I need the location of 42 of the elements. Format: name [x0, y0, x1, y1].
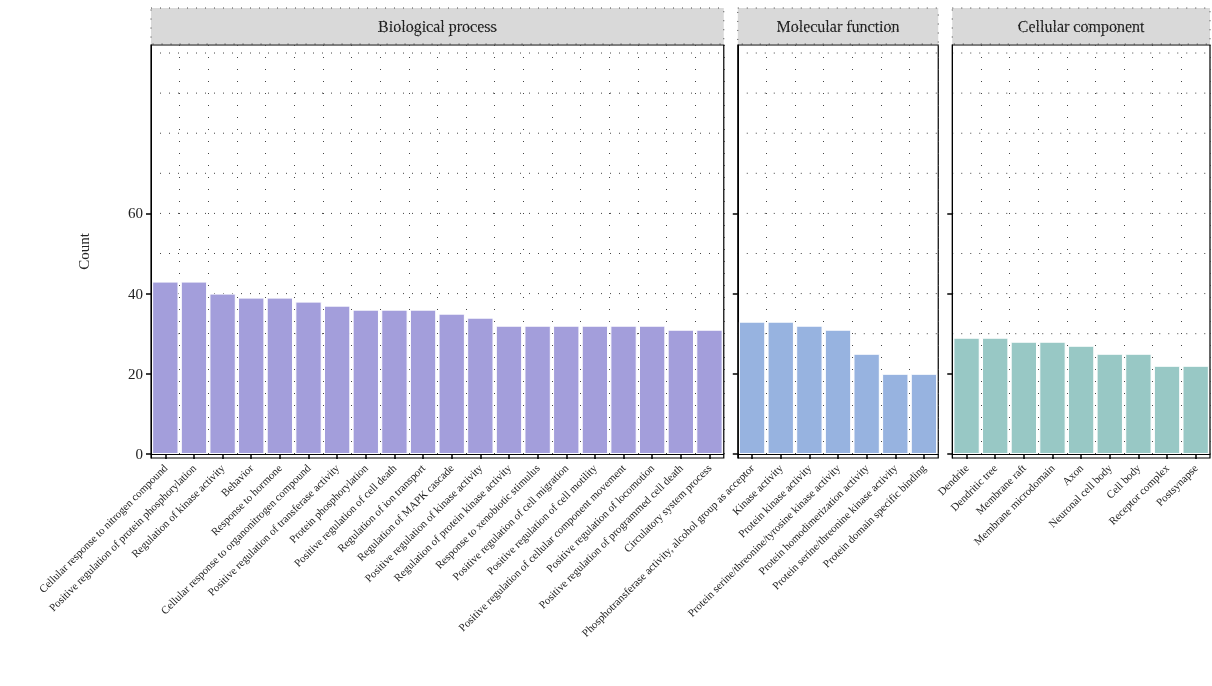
chart-title: Biological process	[378, 17, 497, 36]
y-tick-label: 60	[128, 205, 143, 222]
bar	[824, 329, 852, 454]
bar	[696, 329, 723, 454]
bar	[381, 309, 408, 454]
chart-title: Molecular function	[776, 17, 900, 35]
bar	[910, 373, 938, 454]
bar	[438, 313, 465, 454]
bar	[1067, 345, 1095, 454]
y-tick-label: 20	[128, 365, 143, 382]
bar	[982, 337, 1009, 454]
bar	[796, 325, 823, 454]
bar	[882, 373, 909, 454]
bar	[1182, 365, 1209, 454]
bar	[266, 297, 294, 454]
y-axis-title: Count	[75, 232, 92, 270]
bar	[524, 325, 551, 454]
bar	[738, 321, 766, 454]
bar	[495, 325, 523, 454]
bar	[581, 325, 609, 454]
bar	[152, 281, 179, 454]
bar	[323, 305, 351, 454]
y-tick-label: 0	[135, 445, 143, 462]
bar	[409, 309, 437, 454]
bar	[295, 301, 322, 454]
bar	[180, 281, 208, 454]
bar	[610, 325, 637, 454]
chart-title: Cellular component	[1017, 17, 1145, 36]
bar	[1125, 353, 1152, 454]
bar	[467, 317, 494, 454]
bar	[1096, 353, 1123, 454]
bar	[1010, 341, 1038, 454]
y-tick-label: 40	[128, 285, 143, 302]
bar	[553, 325, 580, 454]
bar	[209, 293, 236, 454]
bar	[1039, 341, 1066, 454]
bar	[238, 297, 265, 454]
bar	[853, 353, 880, 454]
bar	[953, 337, 980, 454]
bar	[767, 321, 794, 454]
bar	[352, 309, 379, 454]
bar	[1153, 365, 1181, 454]
